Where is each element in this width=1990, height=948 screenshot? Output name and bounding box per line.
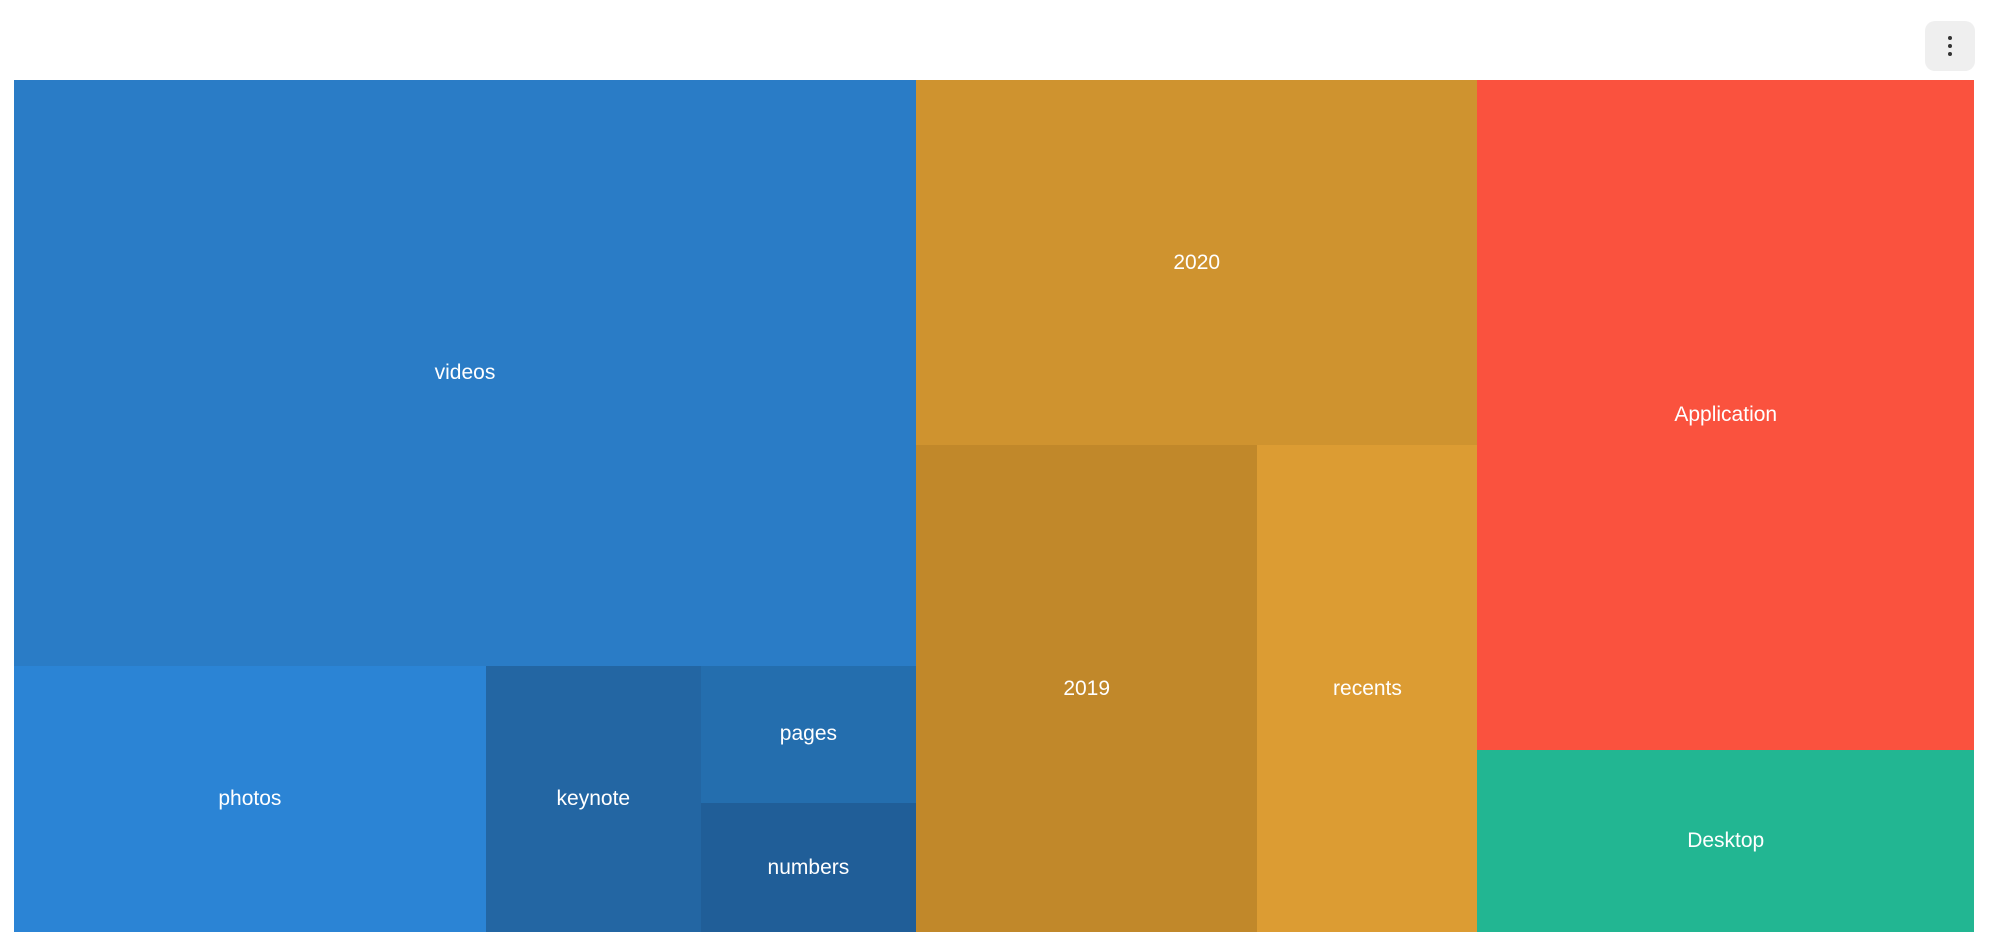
treemap-tile-recents[interactable]: recents (1257, 445, 1478, 932)
treemap-chart: videos photos keynote pages numbers 2020 2019 r… (14, 80, 1974, 932)
treemap-tile-label: Desktop (1687, 828, 1765, 852)
treemap-tile-desktop[interactable]: Desktop (1477, 749, 1974, 932)
treemap-tile-photos[interactable]: photos (14, 665, 486, 932)
more-vertical-icon (1948, 36, 1952, 56)
treemap-tile-pages[interactable]: pages (700, 665, 916, 804)
treemap-tile-label: 2019 (1063, 676, 1111, 700)
treemap-tile-2019[interactable]: 2019 (915, 445, 1258, 932)
treemap-tile-label: keynote (556, 786, 631, 810)
chart-menu-button[interactable] (1925, 21, 1975, 71)
treemap-tile-label: numbers (767, 855, 850, 879)
treemap-tile-2020[interactable]: 2020 (915, 80, 1478, 446)
treemap-tile-label: photos (218, 786, 282, 810)
treemap-tile-label: recents (1333, 676, 1402, 700)
treemap-tile-label: 2020 (1173, 250, 1221, 274)
treemap-tile-application[interactable]: Application (1477, 80, 1974, 750)
treemap-tile-numbers[interactable]: numbers (700, 803, 916, 932)
treemap-tile-label: Application (1674, 402, 1778, 426)
treemap-tile-label: videos (434, 360, 496, 384)
treemap-tile-videos[interactable]: videos (14, 80, 916, 666)
treemap-tile-keynote[interactable]: keynote (485, 665, 701, 932)
treemap-tile-label: pages (779, 722, 837, 746)
